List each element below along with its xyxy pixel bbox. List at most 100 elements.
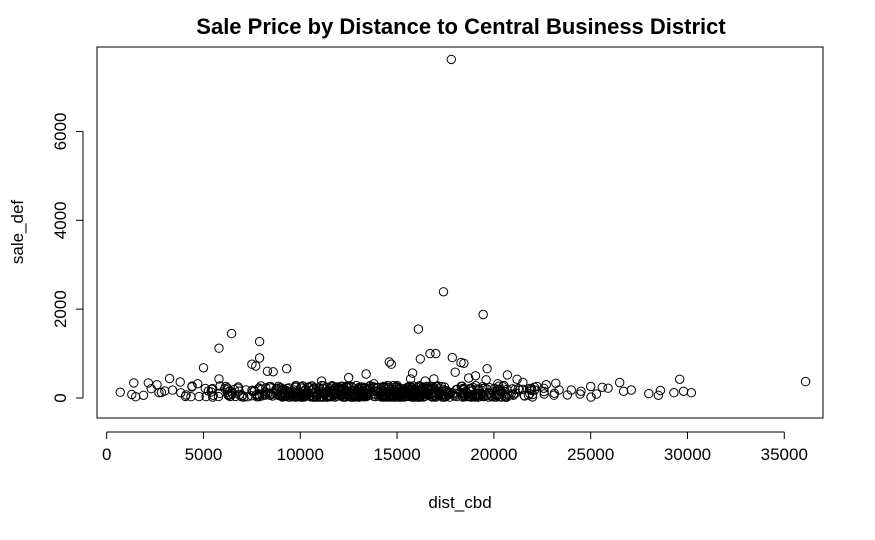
data-point	[268, 367, 278, 377]
data-point	[354, 382, 364, 393]
data-point	[344, 372, 354, 383]
data-point	[208, 390, 218, 400]
data-point	[274, 383, 284, 393]
data-point	[423, 390, 433, 400]
x-tick-label: 30000	[664, 445, 711, 464]
data-point	[334, 384, 344, 394]
data-point	[254, 390, 264, 400]
data-point	[214, 374, 224, 384]
data-point	[586, 392, 596, 402]
data-point	[175, 377, 185, 387]
data-point	[256, 384, 267, 395]
plot-frame	[96, 46, 824, 419]
data-point	[254, 353, 265, 363]
data-point	[193, 379, 203, 389]
data-point	[381, 392, 391, 402]
data-point	[316, 376, 327, 386]
data-point	[152, 380, 162, 390]
data-point	[408, 389, 419, 399]
data-point	[549, 388, 560, 398]
data-point	[405, 374, 416, 384]
data-point	[518, 377, 528, 388]
data-point	[213, 391, 224, 402]
data-point	[160, 386, 170, 396]
data-point	[436, 381, 447, 392]
data-point	[146, 384, 156, 394]
data-point	[501, 392, 512, 402]
data-point	[325, 390, 335, 400]
data-point	[495, 385, 505, 395]
data-point	[201, 391, 211, 402]
x-tick-label: 10000	[277, 445, 324, 464]
data-point	[355, 389, 365, 399]
data-point	[425, 348, 435, 359]
data-point	[261, 383, 271, 393]
data-point	[307, 381, 317, 391]
data-point	[686, 388, 697, 398]
data-point	[446, 54, 456, 65]
data-point	[644, 388, 654, 399]
data-point	[445, 392, 455, 402]
data-point	[241, 385, 251, 395]
data-point	[176, 388, 186, 398]
data-point	[384, 357, 394, 367]
data-point	[315, 392, 326, 402]
data-point	[470, 371, 481, 381]
data-point	[407, 368, 418, 378]
x-axis: 0 5000 10000 15000 20000 25000 30000 35000	[102, 431, 808, 464]
data-point	[420, 376, 430, 386]
data-point	[513, 384, 523, 394]
data-point	[655, 385, 666, 396]
data-point	[439, 392, 449, 402]
data-point	[239, 392, 249, 402]
data-point	[410, 383, 420, 394]
data-point	[337, 381, 347, 391]
data-point	[309, 392, 320, 402]
data-point	[678, 386, 689, 396]
data-point	[456, 357, 466, 368]
data-point	[626, 385, 636, 395]
y-tick-label: 2000	[51, 290, 70, 328]
chart-title: Sale Price by Distance to Central Busine…	[196, 14, 726, 39]
data-point	[427, 381, 438, 392]
data-point	[450, 367, 460, 377]
data-point	[525, 385, 535, 395]
data-point	[493, 379, 503, 389]
data-point	[374, 391, 384, 401]
data-point	[254, 336, 265, 347]
data-point	[181, 390, 191, 400]
x-tick-label: 35000	[761, 445, 808, 464]
data-point	[290, 388, 301, 398]
data-point	[618, 386, 629, 396]
data-point	[233, 382, 244, 392]
data-point	[429, 374, 439, 384]
data-point	[539, 386, 549, 397]
data-point	[518, 384, 528, 394]
data-point	[481, 375, 491, 385]
data-point	[467, 389, 478, 400]
data-point	[300, 389, 310, 399]
data-point	[328, 386, 338, 396]
data-points	[115, 54, 811, 402]
data-point	[305, 392, 316, 402]
data-point	[551, 378, 561, 388]
data-point	[539, 389, 549, 399]
data-point	[591, 389, 602, 399]
data-point	[282, 364, 292, 374]
x-tick-label: 5000	[185, 445, 223, 464]
data-point	[800, 376, 811, 387]
data-point	[447, 352, 457, 363]
data-point	[653, 390, 664, 400]
data-point	[198, 363, 209, 373]
data-point	[413, 324, 424, 334]
data-point	[478, 309, 488, 320]
data-point	[369, 389, 379, 399]
data-point	[458, 388, 468, 398]
data-point	[523, 390, 534, 400]
data-point	[251, 361, 261, 371]
data-point	[311, 391, 321, 401]
data-point	[541, 380, 551, 390]
data-point	[386, 359, 396, 369]
x-tick-label: 25000	[567, 445, 614, 464]
data-point	[164, 373, 175, 384]
